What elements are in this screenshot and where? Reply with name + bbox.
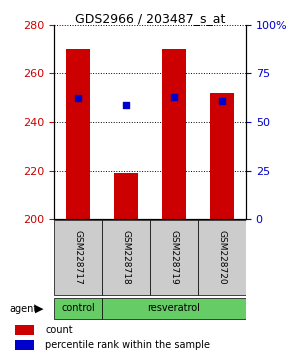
Text: count: count <box>45 325 73 335</box>
Point <box>76 95 80 101</box>
Bar <box>162 49 186 219</box>
Text: GSM228718: GSM228718 <box>122 230 130 285</box>
Bar <box>114 173 138 219</box>
FancyBboxPatch shape <box>103 220 149 295</box>
Point <box>124 102 128 107</box>
Text: GDS2966 / 203487_s_at: GDS2966 / 203487_s_at <box>75 12 225 25</box>
Text: GSM228720: GSM228720 <box>218 230 226 285</box>
Text: resveratrol: resveratrol <box>148 303 200 313</box>
FancyBboxPatch shape <box>199 220 245 295</box>
Text: agent: agent <box>9 304 37 314</box>
Bar <box>15 339 34 350</box>
Bar <box>15 325 34 335</box>
Point <box>220 98 224 103</box>
Text: GSM228719: GSM228719 <box>169 230 178 285</box>
Text: GSM228717: GSM228717 <box>74 230 82 285</box>
FancyBboxPatch shape <box>151 220 197 295</box>
Text: percentile rank within the sample: percentile rank within the sample <box>45 340 210 350</box>
Text: ▶: ▶ <box>34 304 43 314</box>
FancyBboxPatch shape <box>55 297 101 319</box>
FancyBboxPatch shape <box>55 220 101 295</box>
Text: control: control <box>61 303 95 313</box>
Bar <box>66 49 90 219</box>
Bar <box>210 93 234 219</box>
FancyBboxPatch shape <box>103 297 245 319</box>
Point <box>172 94 176 99</box>
